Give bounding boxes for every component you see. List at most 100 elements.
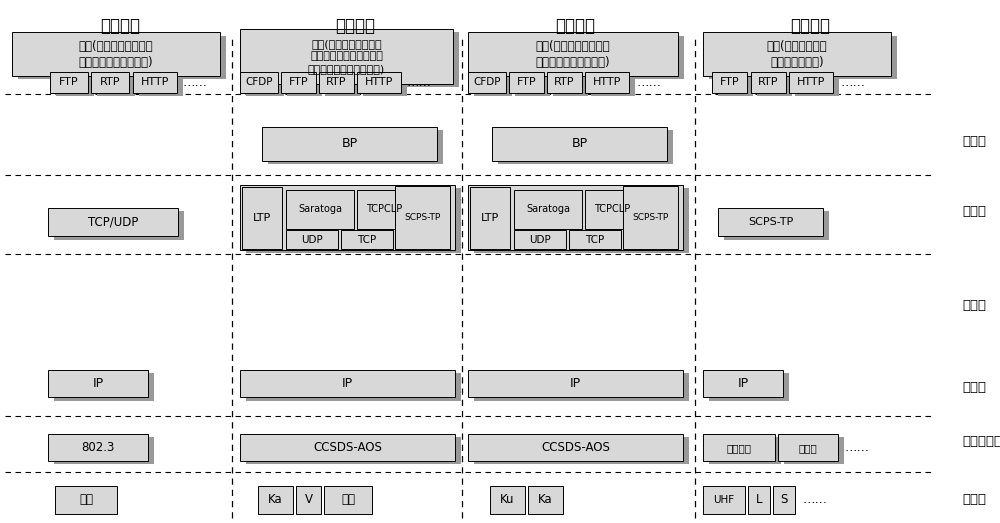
Text: IP: IP bbox=[737, 378, 749, 390]
Text: RTP: RTP bbox=[554, 77, 575, 87]
Bar bbox=[246, 32, 459, 87]
Text: 宽带接入: 宽带接入 bbox=[555, 17, 595, 35]
Bar bbox=[718, 75, 753, 96]
Text: FTP: FTP bbox=[289, 77, 308, 87]
Text: 激光: 激光 bbox=[341, 494, 355, 506]
Text: SCPS-TP: SCPS-TP bbox=[632, 213, 669, 222]
Bar bbox=[585, 190, 640, 229]
Bar bbox=[240, 370, 455, 397]
Bar bbox=[591, 75, 635, 96]
Bar bbox=[629, 189, 684, 252]
Bar bbox=[292, 193, 360, 232]
Bar bbox=[474, 75, 512, 96]
Bar bbox=[553, 75, 588, 96]
Bar bbox=[246, 437, 461, 464]
Bar bbox=[18, 36, 226, 79]
Text: TCP/UDP: TCP/UDP bbox=[88, 215, 138, 229]
Text: 应用(遥控遥测、视
频话音、短信息): 应用(遥控遥测、视 频话音、短信息) bbox=[767, 40, 827, 69]
Bar bbox=[515, 75, 550, 96]
Text: BP: BP bbox=[341, 137, 358, 150]
Bar bbox=[268, 130, 443, 164]
Text: 国土骨干: 国土骨干 bbox=[100, 17, 140, 35]
Bar bbox=[547, 72, 582, 93]
Text: ……: …… bbox=[183, 76, 208, 88]
Text: RTP: RTP bbox=[326, 77, 347, 87]
Bar bbox=[240, 434, 455, 461]
Bar bbox=[591, 193, 646, 232]
Bar bbox=[474, 188, 689, 253]
Bar bbox=[751, 72, 786, 93]
Text: 网络层: 网络层 bbox=[962, 381, 986, 393]
Text: TCPCLP: TCPCLP bbox=[366, 204, 403, 214]
Bar bbox=[778, 434, 838, 461]
Bar bbox=[319, 72, 354, 93]
Text: UDP: UDP bbox=[301, 234, 323, 245]
Bar bbox=[48, 434, 148, 461]
Bar bbox=[325, 75, 360, 96]
Bar bbox=[748, 486, 770, 514]
Bar bbox=[709, 373, 789, 401]
Text: 应用(遥控遥测、视频话
音、载荷应用、因特网): 应用(遥控遥测、视频话 音、载荷应用、因特网) bbox=[79, 40, 153, 69]
Text: S: S bbox=[780, 494, 788, 506]
Text: SCPS-TP: SCPS-TP bbox=[748, 217, 793, 227]
Text: CCSDS-AOS: CCSDS-AOS bbox=[313, 441, 382, 454]
Text: HTTP: HTTP bbox=[141, 77, 169, 87]
Bar bbox=[703, 370, 783, 397]
Bar bbox=[585, 72, 629, 93]
Bar bbox=[795, 75, 839, 96]
Text: BP: BP bbox=[571, 137, 588, 150]
Text: RTP: RTP bbox=[758, 77, 779, 87]
Text: 移动通信: 移动通信 bbox=[726, 442, 752, 453]
Text: ……: …… bbox=[845, 441, 870, 454]
Bar bbox=[490, 486, 525, 514]
Bar bbox=[703, 32, 891, 76]
Text: ……: …… bbox=[840, 76, 865, 88]
Bar bbox=[246, 188, 461, 253]
Bar bbox=[97, 75, 135, 96]
Bar bbox=[709, 36, 897, 79]
Text: TCP: TCP bbox=[585, 234, 605, 245]
Text: ……: …… bbox=[636, 76, 661, 88]
Bar bbox=[363, 193, 418, 232]
Text: 应用层: 应用层 bbox=[962, 135, 986, 147]
Bar bbox=[347, 233, 399, 252]
Bar bbox=[474, 373, 689, 401]
Text: ……: …… bbox=[407, 76, 432, 88]
Bar bbox=[784, 437, 844, 464]
Text: Ku: Ku bbox=[500, 494, 515, 506]
Bar bbox=[575, 233, 627, 252]
Bar bbox=[474, 437, 689, 464]
Bar bbox=[468, 32, 678, 76]
Bar bbox=[50, 72, 88, 93]
Bar bbox=[789, 72, 833, 93]
Bar bbox=[341, 230, 393, 249]
Text: 有线: 有线 bbox=[79, 494, 93, 506]
Bar bbox=[468, 185, 683, 250]
Bar bbox=[773, 486, 795, 514]
Text: Saratoga: Saratoga bbox=[298, 204, 342, 214]
Bar bbox=[54, 373, 154, 401]
Text: HTTP: HTTP bbox=[797, 77, 825, 87]
Text: CFDP: CFDP bbox=[473, 77, 501, 87]
Text: 物理层: 物理层 bbox=[962, 493, 986, 506]
Text: CFDP: CFDP bbox=[245, 77, 273, 87]
Text: UHF: UHF bbox=[713, 495, 735, 505]
Bar bbox=[569, 230, 621, 249]
Bar bbox=[324, 486, 372, 514]
Text: TCPCLP: TCPCLP bbox=[594, 204, 631, 214]
Text: 包裹层: 包裹层 bbox=[962, 206, 986, 218]
Bar bbox=[520, 233, 572, 252]
Text: 应用(遥控遥测、视频话
音、载荷应用、因特网): 应用(遥控遥测、视频话 音、载荷应用、因特网) bbox=[536, 40, 610, 69]
Bar bbox=[55, 486, 117, 514]
Bar bbox=[54, 437, 154, 464]
Bar bbox=[498, 130, 673, 164]
Text: Ka: Ka bbox=[538, 494, 553, 506]
Bar bbox=[712, 72, 747, 93]
Text: IP: IP bbox=[92, 378, 104, 390]
Bar bbox=[401, 189, 456, 252]
Bar bbox=[357, 72, 401, 93]
Text: 802.3: 802.3 bbox=[81, 441, 115, 454]
Text: 传输层: 传输层 bbox=[962, 300, 986, 312]
Bar bbox=[139, 75, 183, 96]
Bar bbox=[509, 72, 544, 93]
